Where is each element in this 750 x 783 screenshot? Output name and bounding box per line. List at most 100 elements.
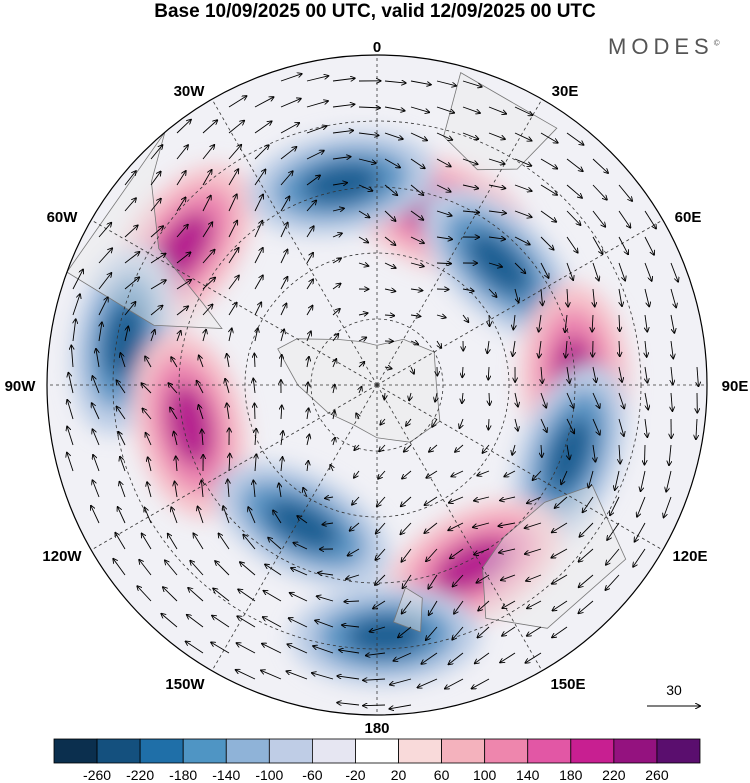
wind-vector — [254, 121, 272, 134]
wind-vector — [193, 533, 204, 550]
wind-vector — [380, 418, 386, 425]
wind-vector — [124, 302, 136, 316]
wind-vector — [488, 288, 497, 297]
wind-vector — [384, 132, 403, 139]
wind-vector — [99, 322, 102, 342]
wind-vector — [307, 461, 308, 472]
colorbar-swatch — [484, 738, 529, 764]
wind-vector — [359, 387, 362, 394]
wind-vector — [462, 211, 479, 213]
wind-vector — [307, 435, 309, 446]
wind-vector — [618, 262, 625, 281]
wind-vector — [202, 170, 212, 186]
wind-vector — [435, 392, 437, 402]
wind-vector — [358, 107, 380, 108]
wind-vector — [500, 496, 516, 500]
wind-vector — [592, 314, 593, 332]
wind-vector — [356, 413, 359, 420]
wind-vector — [176, 280, 191, 290]
wind-vector — [697, 366, 698, 386]
wind-vector — [330, 465, 333, 472]
wind-vector — [352, 496, 360, 505]
wind-vector — [163, 587, 178, 602]
wind-vector — [281, 355, 282, 368]
wind-vector — [306, 331, 311, 342]
wind-vector — [592, 236, 603, 254]
wind-vector — [428, 574, 438, 589]
label-60e: 60E — [675, 209, 702, 226]
wind-vector — [202, 304, 213, 316]
wind-vector — [67, 453, 74, 472]
wind-vector — [92, 480, 100, 498]
wind-vector — [478, 600, 490, 611]
wind-vector — [664, 496, 672, 517]
wind-vector — [592, 392, 600, 408]
wind-vector — [176, 120, 191, 134]
wind-vector — [146, 433, 152, 446]
wind-vector — [644, 210, 656, 229]
wind-vector — [317, 596, 334, 602]
wind-vector — [637, 496, 646, 517]
wind-vector — [358, 158, 376, 163]
wind-vector — [462, 184, 478, 188]
wind-vector — [168, 383, 178, 394]
wind-vector — [551, 548, 568, 558]
wind-vector — [540, 418, 547, 432]
label-180: 180 — [364, 720, 389, 737]
wind-vector — [644, 288, 649, 306]
wind-vector — [318, 573, 334, 575]
label-90w: 90W — [5, 378, 37, 395]
wind-vector — [174, 432, 178, 446]
colorbar-swatch — [613, 738, 658, 764]
wind-vector — [96, 349, 100, 368]
wind-vector — [145, 356, 152, 368]
wind-vector — [384, 262, 396, 268]
wind-vector — [373, 600, 386, 609]
wind-vector — [273, 510, 282, 524]
wind-vector — [592, 418, 600, 435]
wind-vector — [312, 673, 334, 680]
wind-vector — [513, 314, 515, 329]
wind-vector — [437, 340, 441, 348]
wind-vector — [348, 548, 360, 556]
wind-vector — [540, 262, 549, 278]
wind-vector — [92, 376, 100, 394]
wind-vector — [358, 184, 372, 191]
wind-vector — [618, 184, 632, 201]
wind-vector — [527, 626, 542, 636]
wind-vector — [384, 158, 400, 168]
wind-vector — [363, 705, 386, 706]
wind-vector — [168, 534, 178, 550]
wind-vector — [124, 198, 136, 212]
wind-vector — [73, 319, 76, 342]
wind-vector — [281, 405, 282, 420]
wind-vector — [644, 236, 654, 255]
wind-vector — [354, 444, 359, 450]
wind-vector — [429, 444, 438, 452]
wind-vector — [150, 172, 161, 186]
wind-vector — [150, 145, 162, 160]
wind-vector — [199, 355, 204, 368]
label-30w: 30W — [174, 83, 206, 100]
wind-vector — [500, 652, 516, 663]
wind-vector — [197, 381, 204, 394]
wind-vector — [238, 589, 256, 602]
wind-vector — [410, 289, 422, 291]
wind-vector — [410, 132, 427, 140]
wind-vector — [514, 132, 532, 141]
wind-vector — [254, 403, 255, 420]
wind-vector — [618, 392, 624, 408]
wind-vector — [92, 403, 100, 420]
wind-vector — [525, 522, 542, 528]
wind-vector — [280, 74, 302, 82]
colorbar-swatch — [656, 738, 701, 764]
wind-vector — [592, 210, 605, 227]
colorbar-label: 180 — [559, 767, 583, 783]
wind-vector — [236, 670, 256, 680]
wind-vector — [176, 252, 191, 264]
reference-vector-label: 30 — [666, 682, 682, 698]
wind-vector — [606, 548, 620, 565]
wind-vector — [449, 496, 464, 503]
wind-vector — [567, 288, 568, 307]
wind-vector — [645, 418, 647, 437]
